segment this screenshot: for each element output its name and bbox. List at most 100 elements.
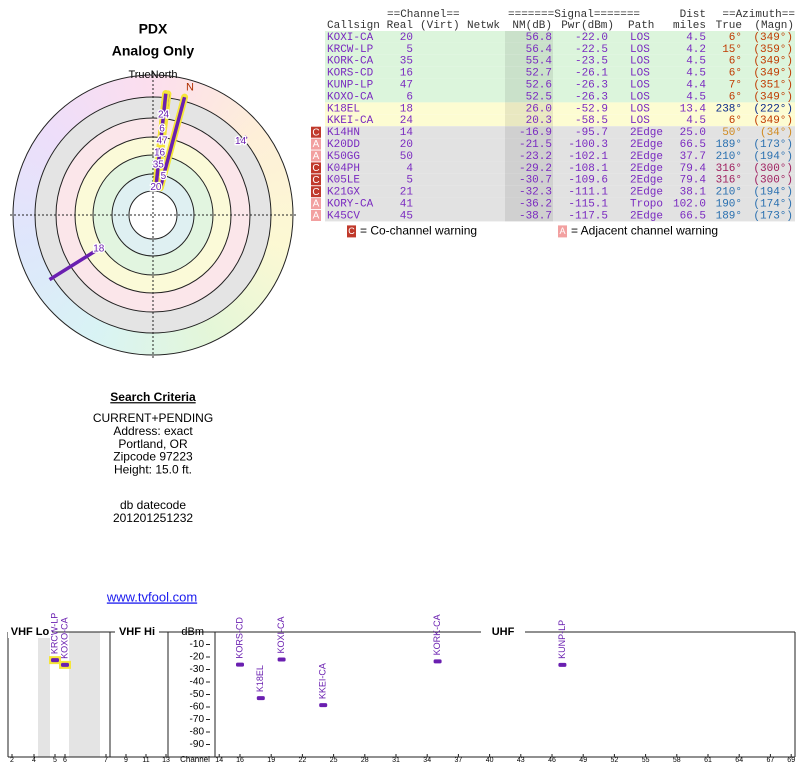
- row-background: [325, 173, 795, 186]
- station-label: 35: [153, 160, 165, 171]
- x-tick-label: 61: [704, 757, 712, 764]
- cell-magn: (194°): [753, 151, 793, 163]
- x-tick-label: 13: [162, 757, 170, 764]
- search-line: Height: 15.0 ft.: [114, 462, 192, 476]
- polar-ring: [128, 190, 178, 240]
- station-label: 6: [159, 123, 165, 134]
- signal-bar: [433, 659, 442, 664]
- cell-nm: -36.2: [519, 199, 552, 211]
- x-tick-label: 2: [10, 757, 14, 764]
- row-background: [325, 90, 795, 103]
- y-tick-label: -80: [190, 727, 205, 738]
- legend-icon: [558, 225, 567, 238]
- cell-pwr: -100.3: [568, 139, 608, 151]
- row-background: [325, 185, 795, 198]
- warning-letter: A: [313, 199, 320, 210]
- fm-shade: [38, 632, 50, 757]
- row-background: [325, 197, 795, 210]
- nm-shade: [505, 126, 553, 139]
- cell-true: 15°: [722, 44, 742, 56]
- station-label: 14: [235, 136, 247, 147]
- cell-callsign: KUNP-LP: [327, 80, 374, 92]
- x-tick-label: 11: [142, 757, 149, 764]
- cell-dist: 4.2: [686, 44, 706, 56]
- cell-pwr: -109.6: [568, 175, 608, 187]
- cell-real: 5: [406, 175, 413, 187]
- nm-shade: [505, 54, 553, 67]
- station-label: 16: [154, 147, 166, 158]
- y-tick-label: -10: [190, 639, 205, 650]
- row-background: [325, 126, 795, 139]
- cell-path: LOS: [630, 44, 650, 56]
- nm-shade: [505, 138, 553, 150]
- column-header: Real: [387, 20, 413, 32]
- nm-shade: [505, 102, 553, 115]
- cell-path: Tropo: [630, 199, 663, 211]
- row-background: [325, 209, 795, 222]
- x-tick-label: 58: [673, 757, 681, 764]
- cell-true: 210°: [716, 187, 742, 199]
- search-title: Search Criteria: [110, 390, 196, 404]
- x-tick-label: 52: [611, 757, 619, 764]
- band-label: UHF: [492, 626, 515, 638]
- cell-dist: 38.1: [680, 187, 707, 199]
- cell-dist: 37.7: [680, 151, 706, 163]
- group-header: Dist: [680, 9, 706, 21]
- legend-text: = Adjacent channel warning: [571, 224, 718, 238]
- signal-bar: [558, 662, 567, 667]
- x-tick-label: 7: [104, 757, 108, 764]
- cell-callsign: KKEI-CA: [327, 115, 374, 127]
- cell-path: 2Edge: [630, 151, 663, 163]
- cell-true: 6°: [729, 115, 742, 127]
- cell-path: LOS: [630, 91, 650, 103]
- x-tick-label: 4: [32, 757, 36, 764]
- cell-callsign: KORS-CD: [327, 68, 374, 80]
- row-background: [325, 161, 795, 174]
- cell-callsign: KOXI-CA: [327, 32, 374, 44]
- cell-magn: (173°): [753, 210, 793, 222]
- cell-true: 6°: [729, 56, 742, 68]
- cell-callsign: K04PH: [327, 163, 360, 175]
- y-tick-label: -60: [190, 702, 205, 713]
- column-header: Pwr(dBm): [561, 20, 614, 32]
- datecode-label: db datecode: [120, 498, 186, 512]
- cell-callsign: K20DD: [327, 139, 360, 151]
- cell-path: LOS: [630, 115, 650, 127]
- north-mark: N: [186, 82, 194, 94]
- station-label: 5: [161, 171, 167, 182]
- cell-pwr: -26.1: [575, 68, 608, 80]
- cell-dist: 25.0: [680, 127, 706, 139]
- station-label: 47: [157, 136, 169, 147]
- x-tick-label: 67: [767, 757, 775, 764]
- legend-letter: C: [348, 226, 355, 236]
- cell-path: LOS: [630, 56, 650, 68]
- row-background: [325, 150, 795, 162]
- cell-dist: 79.4: [680, 175, 707, 187]
- cell-callsign: KRCW-LP: [327, 44, 374, 56]
- warning-icon: [311, 126, 321, 138]
- cell-pwr: -22.5: [575, 44, 608, 56]
- y-tick-label: -90: [190, 739, 205, 750]
- cell-nm: -16.9: [519, 127, 552, 139]
- cell-pwr: -22.0: [575, 32, 608, 44]
- cell-path: 2Edge: [630, 127, 663, 139]
- cell-true: 190°: [716, 199, 742, 211]
- cell-pwr: -23.5: [575, 56, 608, 68]
- band-label-bg: [8, 626, 52, 638]
- site-link[interactable]: www.tvfool.com: [106, 589, 197, 604]
- cell-dist: 66.5: [680, 210, 706, 222]
- cell-path: 2Edge: [630, 187, 663, 199]
- cell-magn: (351°): [753, 80, 793, 92]
- cell-dist: 13.4: [680, 103, 707, 115]
- nm-shade: [505, 161, 553, 174]
- cell-magn: (194°): [753, 187, 793, 199]
- cell-pwr: -111.1: [568, 187, 608, 199]
- row-background: [325, 54, 795, 67]
- x-tick-label: 49: [579, 757, 587, 764]
- cell-nm: -23.2: [519, 151, 552, 163]
- station-label: 20: [150, 182, 162, 193]
- cell-dist: 4.5: [686, 56, 706, 68]
- warning-icon: [311, 150, 321, 162]
- station-label: 18: [93, 244, 105, 255]
